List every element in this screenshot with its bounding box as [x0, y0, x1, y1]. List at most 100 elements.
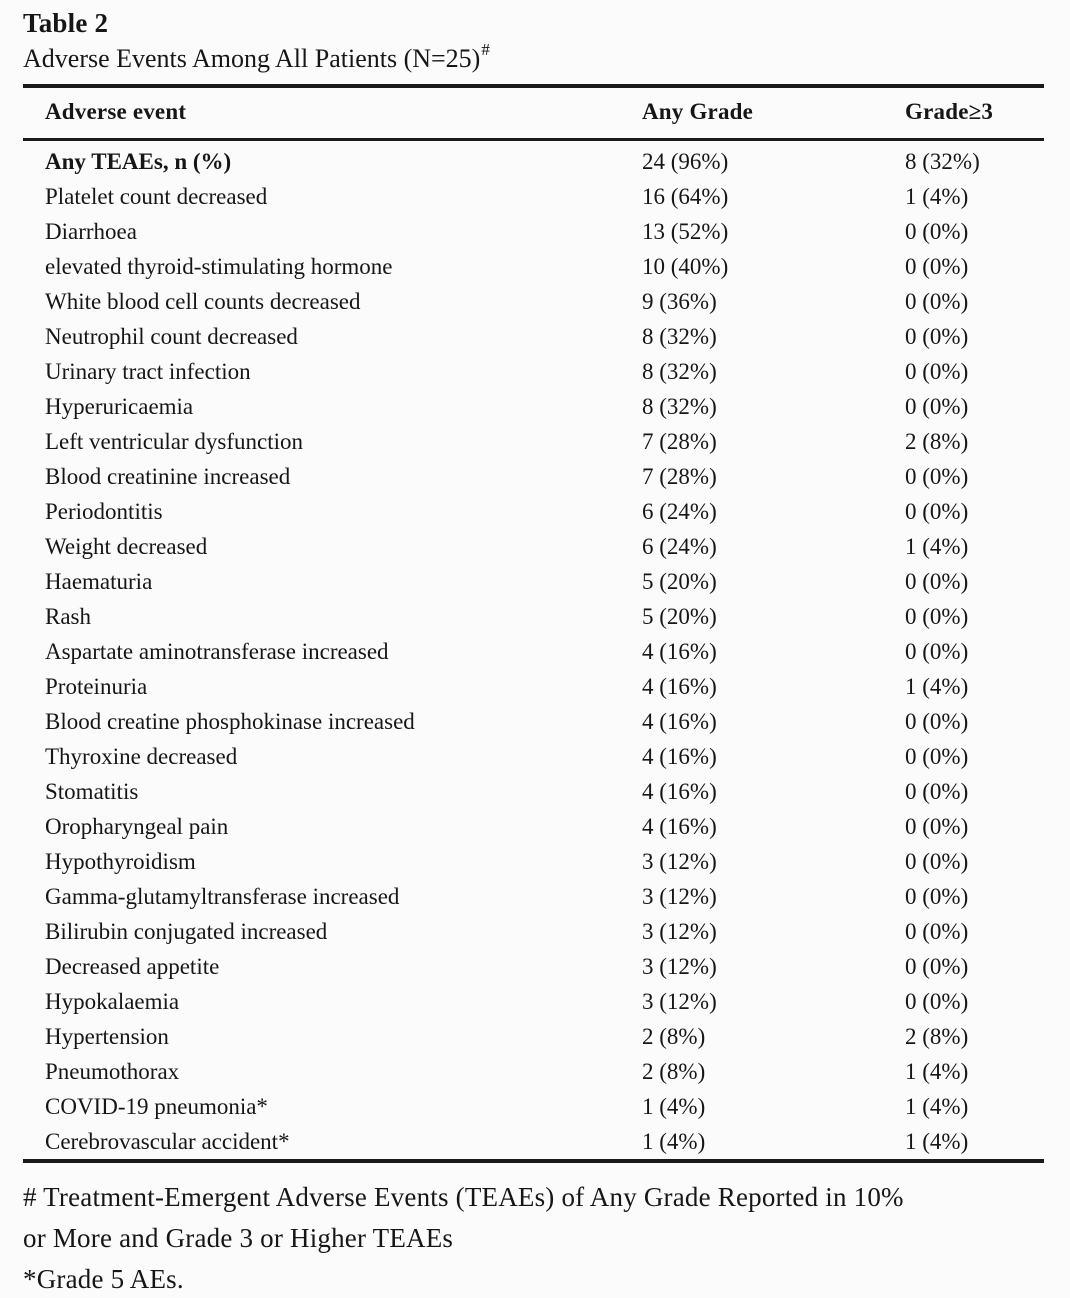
- table-row: Periodontitis 6 (24%) 0 (0%): [23, 494, 1044, 529]
- table-row: Platelet count decreased 16 (64%) 1 (4%): [23, 179, 1044, 214]
- any-grade-cell: 4 (16%): [642, 709, 717, 734]
- any-grade-cell: 4 (16%): [642, 779, 717, 804]
- table-row: Stomatitis 4 (16%) 0 (0%): [23, 774, 1044, 809]
- any-grade-cell: 3 (12%): [642, 989, 717, 1014]
- footnote-line-3: *Grade 5 AEs.: [23, 1264, 184, 1294]
- footnote-line-2: or More and Grade 3 or Higher TEAEs: [23, 1223, 454, 1253]
- adverse-event-cell: Pneumothorax: [45, 1059, 180, 1084]
- grade-ge3-cell: 8 (32%): [905, 149, 980, 174]
- any-grade-cell: 5 (20%): [642, 604, 717, 629]
- table-row: Oropharyngeal pain 4 (16%) 0 (0%): [23, 809, 1044, 844]
- grade-ge3-cell: 1 (4%): [905, 534, 969, 559]
- adverse-event-cell: Bilirubin conjugated increased: [45, 919, 328, 944]
- grade-ge3-cell: 0 (0%): [905, 219, 969, 244]
- any-grade-cell: 1 (4%): [642, 1094, 706, 1119]
- table-row: Pneumothorax 2 (8%) 1 (4%): [23, 1054, 1044, 1089]
- grade-ge3-cell: 0 (0%): [905, 569, 969, 594]
- table-label: Table 2: [23, 8, 109, 38]
- table-row: Blood creatinine increased 7 (28%) 0 (0%): [23, 459, 1044, 494]
- grade-ge3-cell: 0 (0%): [905, 254, 969, 279]
- adverse-event-cell: Cerebrovascular accident*: [45, 1129, 290, 1154]
- table-row: Rash 5 (20%) 0 (0%): [23, 599, 1044, 634]
- table-caption: Adverse Events Among All Patients (N=25)…: [23, 40, 1044, 78]
- any-grade-cell: 3 (12%): [642, 884, 717, 909]
- adverse-event-cell: Hypertension: [45, 1024, 169, 1049]
- column-header-grade-ge3: Grade≥3: [905, 86, 1044, 141]
- table-row: Weight decreased 6 (24%) 1 (4%): [23, 529, 1044, 564]
- any-grade-cell: 1 (4%): [642, 1129, 706, 1154]
- table-row: Cerebrovascular accident* 1 (4%) 1 (4%): [23, 1124, 1044, 1161]
- any-grade-cell: 13 (52%): [642, 219, 729, 244]
- column-header-adverse-event: Adverse event: [23, 86, 642, 141]
- adverse-event-cell: elevated thyroid-stimulating hormone: [45, 254, 393, 279]
- table-row: elevated thyroid-stimulating hormone 10 (…: [23, 249, 1044, 284]
- adverse-events-table: Adverse event Any Grade Grade≥3 Any TEAE…: [23, 84, 1044, 1163]
- grade-ge3-cell: 0 (0%): [905, 289, 969, 314]
- table-row: Blood creatine phosphokinase increased 4 …: [23, 704, 1044, 739]
- grade-ge3-cell: 0 (0%): [905, 779, 969, 804]
- any-grade-cell: 4 (16%): [642, 674, 717, 699]
- adverse-event-cell: Gamma-glutamyltransferase increased: [45, 884, 400, 909]
- adverse-event-cell: Hypokalaemia: [45, 989, 180, 1014]
- table-row: Neutrophil count decreased 8 (32%) 0 (0%): [23, 319, 1044, 354]
- adverse-event-cell: Periodontitis: [45, 499, 163, 524]
- adverse-event-cell: Left ventricular dysfunction: [45, 429, 304, 454]
- table-row: Diarrhoea 13 (52%) 0 (0%): [23, 214, 1044, 249]
- any-grade-cell: 5 (20%): [642, 569, 717, 594]
- table-header-row: Adverse event Any Grade Grade≥3: [23, 86, 1044, 141]
- adverse-event-cell: Urinary tract infection: [45, 359, 251, 384]
- grade-ge3-cell: 0 (0%): [905, 394, 969, 419]
- any-grade-cell: 3 (12%): [642, 849, 717, 874]
- table-row: Aspartate aminotransferase increased 4 (1…: [23, 634, 1044, 669]
- any-grade-cell: 2 (8%): [642, 1024, 706, 1049]
- any-grade-cell: 8 (32%): [642, 324, 717, 349]
- adverse-event-cell: Rash: [45, 604, 91, 629]
- grade-ge3-cell: 0 (0%): [905, 884, 969, 909]
- table-row: Decreased appetite 3 (12%) 0 (0%): [23, 949, 1044, 984]
- footnote-line-1: # Treatment-Emergent Adverse Events (TEA…: [23, 1182, 904, 1212]
- adverse-event-cell: Any TEAEs, n (%): [45, 149, 232, 174]
- table-row: Proteinuria 4 (16%) 1 (4%): [23, 669, 1044, 704]
- any-grade-cell: 16 (64%): [642, 184, 729, 209]
- table-caption-text: Adverse Events Among All Patients (N=25): [23, 44, 481, 73]
- grade-ge3-cell: 0 (0%): [905, 989, 969, 1014]
- grade-ge3-cell: 0 (0%): [905, 464, 969, 489]
- grade-ge3-cell: 0 (0%): [905, 954, 969, 979]
- grade-ge3-cell: 2 (8%): [905, 429, 969, 454]
- adverse-event-cell: Blood creatine phosphokinase increased: [45, 709, 415, 734]
- any-grade-cell: 4 (16%): [642, 814, 717, 839]
- adverse-event-cell: Aspartate aminotransferase increased: [45, 639, 389, 664]
- adverse-event-cell: Hyperuricaemia: [45, 394, 194, 419]
- adverse-event-cell: Neutrophil count decreased: [45, 324, 298, 349]
- adverse-event-cell: Thyroxine decreased: [45, 744, 238, 769]
- grade-ge3-cell: 1 (4%): [905, 184, 969, 209]
- adverse-event-cell: Oropharyngeal pain: [45, 814, 229, 839]
- adverse-event-cell: Blood creatinine increased: [45, 464, 291, 489]
- grade-ge3-cell: 1 (4%): [905, 1094, 969, 1119]
- any-grade-cell: 10 (40%): [642, 254, 729, 279]
- table-row: COVID-19 pneumonia* 1 (4%) 1 (4%): [23, 1089, 1044, 1124]
- grade-ge3-cell: 0 (0%): [905, 359, 969, 384]
- column-header-any-grade: Any Grade: [642, 86, 905, 141]
- adverse-event-cell: Haematuria: [45, 569, 153, 594]
- any-grade-cell: 6 (24%): [642, 534, 717, 559]
- grade-ge3-cell: 2 (8%): [905, 1024, 969, 1049]
- table-row: White blood cell counts decreased 9 (36%)…: [23, 284, 1044, 319]
- table-row: Any TEAEs, n (%) 24 (96%) 8 (32%): [23, 140, 1044, 180]
- grade-ge3-cell: 1 (4%): [905, 1129, 969, 1154]
- any-grade-cell: 24 (96%): [642, 149, 729, 174]
- any-grade-cell: 7 (28%): [642, 464, 717, 489]
- grade-ge3-cell: 0 (0%): [905, 499, 969, 524]
- any-grade-cell: 7 (28%): [642, 429, 717, 454]
- any-grade-cell: 9 (36%): [642, 289, 717, 314]
- grade-ge3-cell: 0 (0%): [905, 744, 969, 769]
- adverse-event-cell: Decreased appetite: [45, 954, 220, 979]
- any-grade-cell: 3 (12%): [642, 954, 717, 979]
- table-row: Hyperuricaemia 8 (32%) 0 (0%): [23, 389, 1044, 424]
- adverse-event-cell: White blood cell counts decreased: [45, 289, 361, 314]
- caption-footnote-marker: #: [481, 40, 490, 60]
- table-row: Thyroxine decreased 4 (16%) 0 (0%): [23, 739, 1044, 774]
- any-grade-cell: 8 (32%): [642, 359, 717, 384]
- table-row: Hypertension 2 (8%) 2 (8%): [23, 1019, 1044, 1054]
